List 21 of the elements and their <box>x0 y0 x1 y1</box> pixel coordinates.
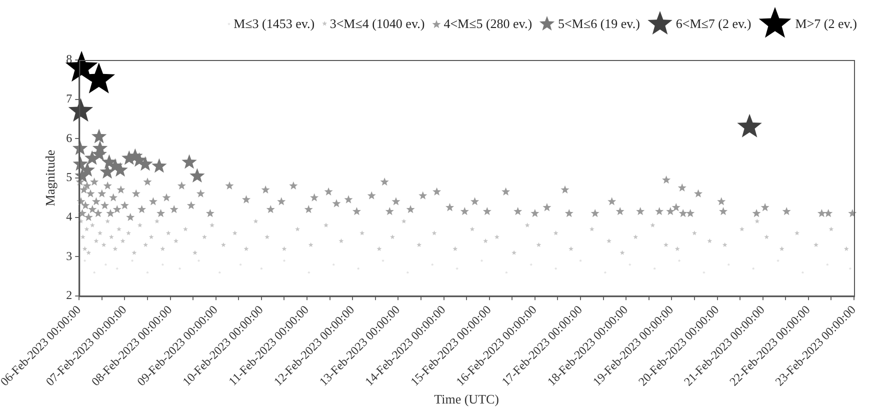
legend-label: 6<M≤7 (2 ev.) <box>676 16 752 32</box>
legend-label: M≤3 (1453 ev.) <box>234 16 315 32</box>
y-tick-label: 6 <box>66 130 72 145</box>
point <box>190 168 205 183</box>
point <box>65 50 98 82</box>
y-tick-label: 7 <box>66 92 72 106</box>
y-tick-label: 2 <box>66 288 72 302</box>
point <box>182 154 197 169</box>
legend-label: 5<M≤6 (19 ev.) <box>558 16 640 32</box>
y-axis-title: Magnitude <box>42 150 58 206</box>
point <box>152 158 167 173</box>
legend-label: M>7 (2 ev.) <box>795 16 857 32</box>
legend-label: 4<M≤5 (280 ev.) <box>444 16 532 32</box>
y-tick-label: 3 <box>66 248 72 263</box>
point <box>91 128 107 144</box>
legend-label: 3<M≤4 (1040 ev.) <box>330 16 425 32</box>
point <box>737 114 762 138</box>
x-axis-title: Time (UTC) <box>434 392 500 407</box>
point <box>80 162 95 177</box>
y-tick-label: 4 <box>66 210 72 224</box>
y-tick-label: 5 <box>66 170 72 184</box>
